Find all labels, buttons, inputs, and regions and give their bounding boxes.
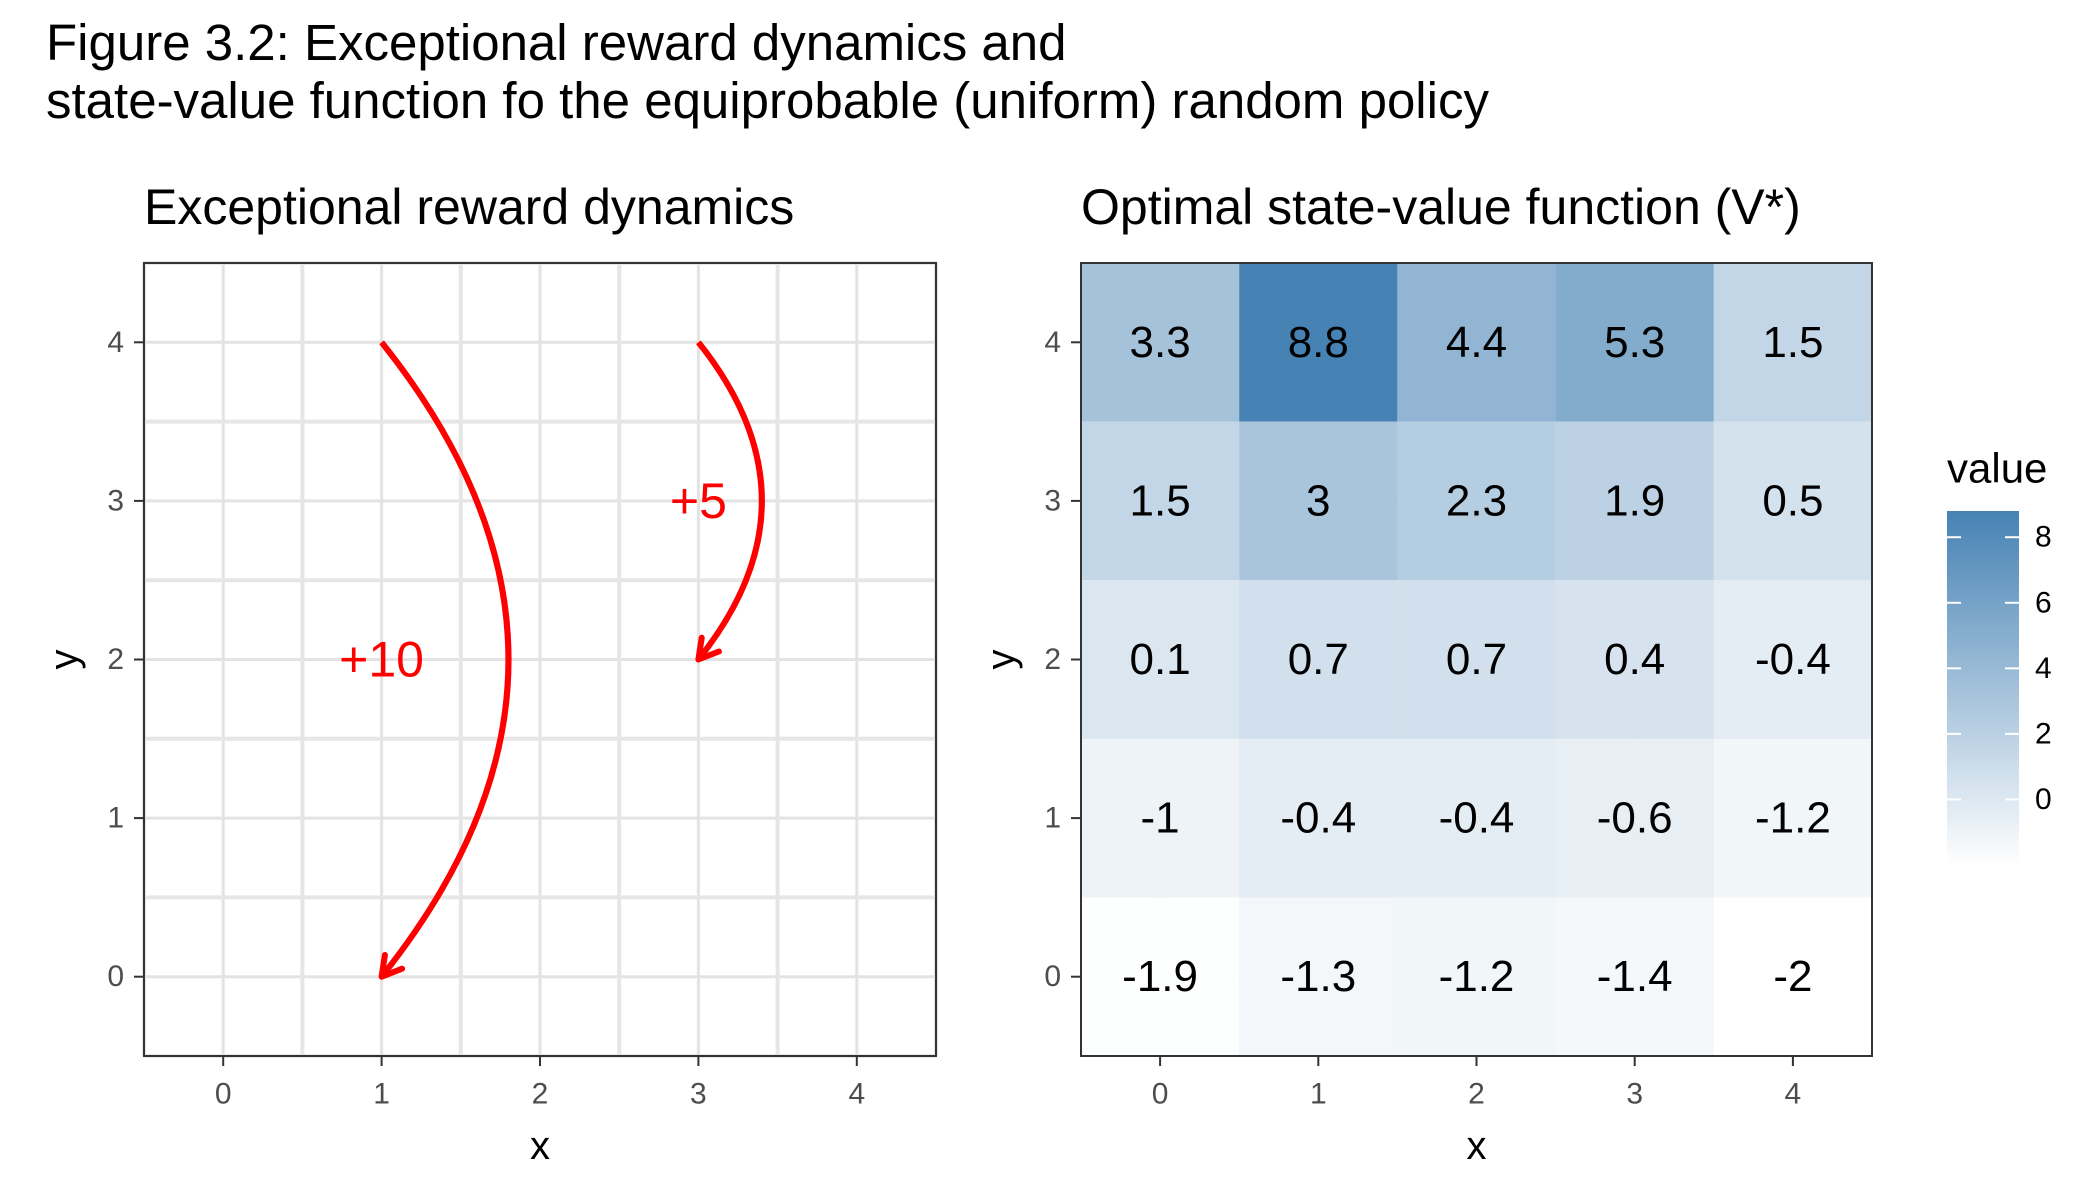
heatmap-label: 0.1 (1130, 635, 1191, 684)
heatmap-label: 8.8 (1288, 318, 1349, 367)
heatmap-label: 0.7 (1446, 635, 1507, 684)
figure-title-line-1: Figure 3.2: Exceptional reward dynamics … (46, 14, 1067, 71)
y-tick-label: 2 (1044, 643, 1061, 676)
y-axis-label: y (42, 650, 86, 670)
heatmap-label: 0.7 (1288, 635, 1349, 684)
heatmap-tile (1713, 263, 1872, 422)
x-tick-label: 4 (848, 1078, 865, 1111)
heatmap-tile (1239, 263, 1398, 422)
heatmap-tile (1555, 738, 1714, 898)
heatmap-label: -1 (1141, 794, 1180, 843)
legend-tick-label: 6 (2035, 586, 2052, 619)
heatmap-tile (1397, 421, 1556, 581)
heatmap-tile (1239, 580, 1398, 739)
y-tick-label: 2 (107, 643, 124, 676)
x-tick-label: 0 (215, 1078, 232, 1111)
x-tick-label: 4 (1785, 1078, 1802, 1111)
heatmap-tile (1713, 580, 1872, 739)
heatmap-label: 3 (1306, 476, 1330, 525)
heatmap-label: 4.4 (1446, 318, 1507, 367)
x-tick-label: 0 (1152, 1078, 1169, 1111)
reward-arrow (696, 340, 765, 662)
heatmap-tile (1239, 738, 1398, 898)
heatmap-tile (1081, 421, 1240, 581)
heatmap-label: -1.9 (1122, 952, 1198, 1001)
panel-title: Exceptional reward dynamics (144, 179, 794, 235)
figure-title-line-2: state-value function fo the equiprobable… (46, 72, 1489, 129)
y-axis-label: y (979, 650, 1023, 670)
heatmap-label: -0.4 (1755, 635, 1831, 684)
legend-tick-label: 8 (2035, 521, 2052, 554)
heatmap-tile (1397, 897, 1556, 1056)
x-axis-label: x (1467, 1124, 1487, 1168)
heatmap-tile (1081, 580, 1240, 739)
x-axis-label: x (530, 1124, 550, 1168)
heatmap-label: 1.9 (1604, 476, 1665, 525)
heatmap-tile (1555, 421, 1714, 581)
heatmap-tile (1397, 738, 1556, 898)
heatmap-tile (1713, 421, 1872, 581)
heatmap-tile (1397, 580, 1556, 739)
reward-label: +5 (670, 473, 727, 529)
heatmap-tile (1555, 580, 1714, 739)
heatmap-label: -0.4 (1439, 794, 1515, 843)
heatmap-label: -1.2 (1439, 952, 1515, 1001)
reward-arrowhead (695, 634, 722, 663)
legend-title: value (1947, 445, 2047, 492)
heatmap-label: -2 (1773, 952, 1812, 1001)
y-tick-label: 4 (1044, 326, 1061, 359)
y-tick-label: 3 (1044, 484, 1061, 517)
heatmap-tile (1081, 738, 1240, 898)
x-tick-label: 2 (1468, 1078, 1485, 1111)
heatmap-label: -1.2 (1755, 794, 1831, 843)
x-tick-label: 3 (690, 1078, 707, 1111)
reward-arrowhead (378, 951, 406, 980)
heatmap-label: -1.4 (1597, 952, 1673, 1001)
heatmap-label: 2.3 (1446, 476, 1507, 525)
heatmap-tile (1555, 263, 1714, 422)
heatmap-label: -0.6 (1597, 794, 1673, 843)
heatmap-label: 0.5 (1762, 476, 1823, 525)
reward-arrow (379, 340, 512, 979)
heatmap-label: -1.3 (1280, 952, 1356, 1001)
reward-label: +10 (339, 632, 424, 688)
heatmap-label: 3.3 (1130, 318, 1191, 367)
legend-tick-label: 0 (2035, 783, 2052, 816)
legend-tick-label: 4 (2035, 652, 2052, 685)
state-value-panel: 3.3 8.8 4.4 5.3 1.5 1.5 3 2.3 1.9 0.5 0.1 0.7 0.7 0.4… (979, 179, 1873, 1168)
heatmap-tile (1713, 897, 1872, 1056)
y-tick-label: 0 (107, 960, 124, 993)
y-tick-label: 1 (107, 802, 124, 835)
heatmap-tile (1081, 263, 1240, 422)
y-tick-label: 4 (107, 326, 124, 359)
heatmap-label: 0.4 (1604, 635, 1665, 684)
x-tick-label: 1 (1310, 1078, 1327, 1111)
heatmap-label: 1.5 (1762, 318, 1823, 367)
heatmap-tile (1081, 897, 1240, 1056)
heatmap-tile (1555, 897, 1714, 1056)
x-tick-label: 1 (373, 1078, 390, 1111)
reward-dynamics-panel: +10 +5 0 1 2 3 4 0 1 2 3 4 x y Exceptional reward dyna… (42, 179, 938, 1168)
heatmap-tile (1713, 738, 1872, 898)
legend-tick-label: 2 (2035, 717, 2052, 750)
y-tick-label: 3 (107, 484, 124, 517)
heatmap-tile (1239, 421, 1398, 581)
legend-colorbar (1947, 511, 2019, 865)
figure-title: Figure 3.2: Exceptional reward dynamics … (46, 14, 1489, 130)
heatmap-label: -0.4 (1280, 794, 1356, 843)
heatmap-tile (1397, 263, 1556, 422)
y-tick-label: 0 (1044, 960, 1061, 993)
heatmap-label: 5.3 (1604, 318, 1665, 367)
value-legend: value 0 2 4 6 8 (1947, 445, 2052, 865)
x-tick-label: 2 (532, 1078, 549, 1111)
x-tick-label: 3 (1626, 1078, 1643, 1111)
panel-title: Optimal state-value function (V*) (1081, 179, 1801, 235)
y-tick-label: 1 (1044, 802, 1061, 835)
heatmap-label: 1.5 (1130, 476, 1191, 525)
heatmap-tile (1239, 897, 1398, 1056)
